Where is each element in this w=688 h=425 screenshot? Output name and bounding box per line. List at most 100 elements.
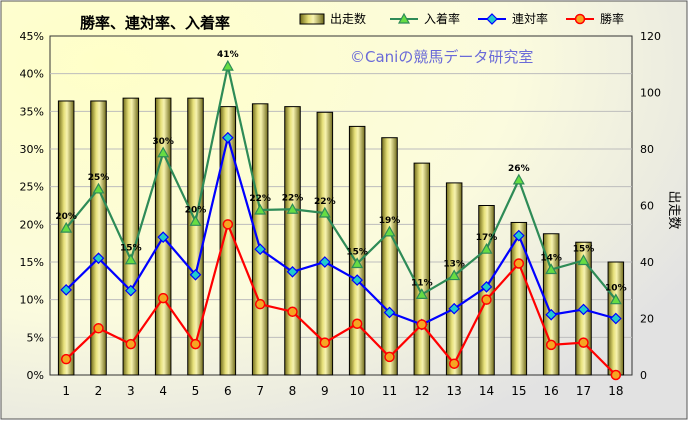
- series-point-2: [610, 369, 622, 381]
- x-tick-label: 14: [479, 384, 494, 398]
- series-point-0: [92, 182, 105, 194]
- series-line-2: [65, 220, 617, 376]
- y-left-tick-label: 0%: [27, 369, 44, 382]
- x-tick-label: 15: [511, 384, 526, 398]
- y-left-tick-label: 5%: [27, 331, 44, 344]
- x-tick-label: 11: [382, 384, 397, 398]
- series-point-0: [221, 59, 234, 71]
- series-point-2: [351, 318, 363, 330]
- x-tick-label: 2: [95, 384, 103, 398]
- data-label: 15%: [120, 244, 142, 254]
- lines: [60, 59, 622, 381]
- series-point-1: [286, 265, 299, 278]
- series-point-0: [124, 253, 137, 265]
- legend-label: 入着率: [424, 11, 460, 26]
- series-point-0: [383, 225, 396, 237]
- y-left-tick-label: 35%: [20, 105, 44, 118]
- grid: [49, 35, 633, 376]
- series-point-0: [254, 203, 267, 215]
- series-point-1: [318, 256, 331, 268]
- legend-marker-2: [574, 13, 586, 25]
- series-point-1: [124, 284, 137, 297]
- series-point-1: [383, 306, 396, 319]
- data-label: 22%: [282, 193, 304, 203]
- data-label: 26%: [508, 164, 530, 174]
- legend: 出走数 入着率 連対率 勝率: [299, 11, 624, 26]
- series-point-2: [545, 339, 557, 351]
- series-point-2: [416, 319, 428, 330]
- bar: [90, 100, 107, 376]
- y-left-tick-label: 20%: [20, 218, 44, 231]
- y-left-tick-label: 45%: [20, 30, 44, 43]
- series-point-0: [609, 293, 622, 305]
- y-right-tick-label: 60: [640, 200, 654, 213]
- chart-title: 勝率、連対率、入着率: [80, 14, 230, 32]
- series-point-1: [448, 302, 461, 315]
- y-left-tick-label: 15%: [20, 256, 44, 269]
- series-point-1: [157, 231, 170, 243]
- bar: [316, 111, 334, 376]
- y-left-tick-label: 25%: [20, 181, 44, 194]
- series-point-0: [545, 263, 558, 275]
- x-tick-label: 7: [256, 384, 264, 398]
- x-tick-label: 18: [608, 384, 623, 398]
- legend-marker-0: [397, 12, 411, 24]
- data-label: 14%: [540, 254, 562, 264]
- bar: [187, 97, 204, 376]
- series-point-2: [578, 337, 589, 348]
- x-tick-label: 12: [414, 384, 429, 398]
- x-tick-label: 17: [576, 384, 591, 398]
- legend-label: 勝率: [600, 11, 624, 26]
- legend-swatch-bar: [299, 13, 325, 25]
- data-label: 13%: [443, 260, 465, 270]
- series-point-2: [157, 292, 169, 304]
- series-point-0: [189, 215, 202, 226]
- watermark: ©Caniの競馬データ研究室: [350, 48, 533, 66]
- legend-marker-1: [486, 13, 498, 25]
- bar: [122, 97, 140, 376]
- y-right-tick-label: 20: [640, 313, 654, 326]
- data-label: 25%: [88, 173, 110, 183]
- series-point-1: [480, 281, 493, 293]
- series-point-0: [157, 146, 170, 158]
- x-tick-label: 10: [350, 384, 365, 398]
- y-right-tick-label: 0: [640, 369, 647, 382]
- series-point-2: [384, 351, 395, 363]
- y-left-tick-label: 40%: [20, 68, 44, 81]
- x-tick-label: 8: [289, 384, 297, 398]
- series-point-0: [415, 288, 428, 299]
- y-left-tick-label: 10%: [20, 294, 44, 307]
- legend-label: 出走数: [330, 11, 366, 26]
- series-point-0: [351, 257, 364, 269]
- series-point-1: [351, 274, 364, 286]
- data-labels: 20% 25% 15% 30% 20% 41% 22% 22% 22% 15% 19% 11% 13% 1…: [55, 50, 626, 294]
- bar: [251, 103, 269, 376]
- x-tick-label: 13: [447, 384, 462, 398]
- series-line-0: [65, 65, 617, 301]
- y-right-tick-label: 100: [640, 87, 661, 100]
- data-label: 22%: [314, 197, 336, 207]
- data-label: 15%: [573, 244, 595, 254]
- y-left-tick-label: 30%: [20, 143, 44, 156]
- series-point-0: [512, 173, 525, 185]
- series-point-0: [286, 203, 299, 214]
- data-label: 30%: [152, 137, 174, 147]
- data-label: 41%: [217, 50, 239, 60]
- series-point-0: [480, 242, 493, 254]
- series-point-1: [577, 303, 590, 316]
- y-right-tick-label: 120: [640, 30, 661, 43]
- x-tick-label: 16: [544, 384, 559, 398]
- bar: [381, 137, 398, 376]
- series-point-1: [60, 284, 73, 296]
- data-label: 11%: [411, 278, 433, 288]
- series-point-2: [448, 358, 460, 369]
- series-point-1: [512, 229, 525, 242]
- x-tick-label: 9: [321, 384, 329, 398]
- data-label: 17%: [476, 233, 498, 243]
- series-point-1: [545, 308, 558, 321]
- series-point-2: [125, 338, 137, 350]
- series-point-1: [609, 312, 622, 325]
- series-point-0: [318, 206, 331, 218]
